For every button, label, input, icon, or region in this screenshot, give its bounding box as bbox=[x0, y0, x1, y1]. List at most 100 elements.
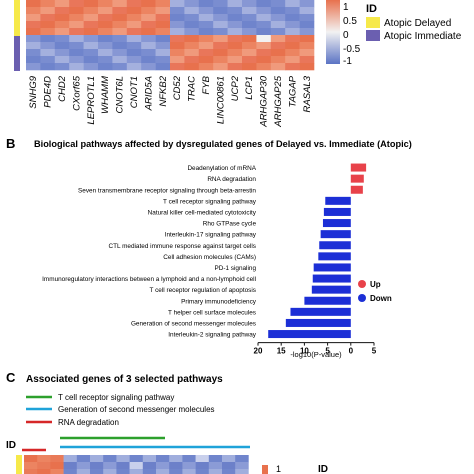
heatmap-cell bbox=[142, 469, 157, 474]
bar-category-label: CTL mediated immune response against tar… bbox=[108, 243, 256, 250]
legend-swatch-delayed bbox=[366, 17, 380, 28]
heatmap-cell bbox=[26, 0, 41, 8]
heatmap-cell bbox=[242, 14, 257, 22]
bar-down bbox=[318, 252, 351, 261]
heatmap-cell bbox=[126, 49, 142, 57]
heatmap-cell bbox=[198, 21, 214, 29]
heatmap-cell bbox=[155, 14, 171, 22]
heatmap-cell bbox=[141, 42, 156, 50]
heatmap-cell bbox=[213, 21, 228, 29]
heatmap-cell bbox=[126, 56, 142, 64]
heatmap-cell bbox=[37, 455, 51, 463]
bar-down bbox=[313, 263, 351, 272]
heatmap-cell bbox=[116, 455, 130, 463]
heatmap-cell bbox=[270, 35, 286, 43]
heatmap-cell bbox=[222, 469, 236, 474]
legend-swatch-immediate bbox=[366, 30, 380, 41]
heatmap-cell bbox=[155, 21, 171, 29]
heatmap-cell bbox=[83, 21, 99, 29]
heatmap-cell bbox=[69, 28, 84, 36]
heatmap-cell bbox=[54, 35, 70, 43]
heatmap-cell bbox=[40, 14, 56, 22]
heatmap-cell bbox=[299, 0, 315, 8]
heatmap-cell bbox=[69, 0, 84, 8]
bar-down bbox=[322, 219, 351, 228]
bar-category-label: Interleukin-17 signaling pathway bbox=[165, 232, 257, 239]
heatmap-cell bbox=[184, 35, 200, 43]
legend-label-up: Up bbox=[370, 280, 381, 289]
heatmap-cell bbox=[198, 28, 214, 36]
heatmap-cell bbox=[299, 28, 315, 36]
heatmap-cell bbox=[40, 56, 56, 64]
heatmap-cell bbox=[126, 35, 142, 43]
heatmap-cell bbox=[112, 7, 128, 15]
heatmap-cell bbox=[126, 0, 142, 8]
heatmap-cell bbox=[103, 469, 117, 474]
heatmap-cell bbox=[184, 7, 200, 15]
heatmap-cell bbox=[169, 455, 183, 463]
heatmap-cell bbox=[235, 469, 249, 474]
panel-c-legend-title: ID bbox=[318, 464, 328, 474]
heatmap-cell bbox=[83, 7, 99, 15]
heatmap-cell bbox=[198, 56, 214, 64]
heatmap-cell bbox=[126, 21, 142, 29]
heatmap-cell bbox=[155, 0, 171, 8]
heatmap-gene-label: CHD2 bbox=[57, 75, 68, 102]
heatmap-cell bbox=[63, 462, 78, 470]
legend-label-down: Down bbox=[370, 294, 392, 303]
colorbar-tick: 1 bbox=[343, 2, 349, 13]
heatmap-cell bbox=[50, 462, 64, 470]
heatmap-cell bbox=[112, 56, 128, 64]
heatmap-cell bbox=[112, 0, 128, 8]
x-tick-label: 0 bbox=[349, 347, 354, 356]
bar-down bbox=[320, 230, 351, 239]
heatmap-cell bbox=[126, 28, 142, 36]
heatmap-cell bbox=[116, 462, 130, 470]
heatmap-cell bbox=[141, 0, 156, 8]
heatmap-cell bbox=[208, 469, 223, 474]
heatmap-cell bbox=[69, 7, 84, 15]
bar-down bbox=[319, 241, 351, 250]
heatmap-cell bbox=[270, 0, 286, 8]
heatmap-cell bbox=[227, 63, 243, 71]
panel-b-title: Biological pathways affected by dysregul… bbox=[34, 139, 412, 149]
heatmap-cell bbox=[213, 7, 228, 15]
heatmap-cell bbox=[242, 7, 257, 15]
heatmap-cell bbox=[227, 7, 243, 15]
heatmap-cell bbox=[54, 7, 70, 15]
heatmap-cell bbox=[182, 469, 196, 474]
heatmap-cell bbox=[83, 35, 99, 43]
heatmap-cell bbox=[40, 49, 56, 57]
heatmap-cell bbox=[126, 7, 142, 15]
heatmap-cell bbox=[256, 42, 272, 50]
heatmap-cell bbox=[129, 462, 144, 470]
heatmap-cell bbox=[213, 35, 228, 43]
heatmap-cell bbox=[98, 28, 113, 36]
heatmap-cell bbox=[213, 28, 228, 36]
heatmap-cell bbox=[90, 455, 104, 463]
heatmap-cell bbox=[54, 42, 70, 50]
heatmap-cell bbox=[242, 56, 257, 64]
heatmap-cell bbox=[184, 42, 200, 50]
x-axis-label: -log10(P-value) bbox=[290, 350, 342, 359]
heatmap-cell bbox=[170, 7, 185, 15]
heatmap-cell bbox=[222, 462, 236, 470]
legend-dot-down bbox=[358, 294, 366, 302]
heatmap-cell bbox=[184, 28, 200, 36]
heatmap-cell bbox=[142, 455, 157, 463]
heatmap-cell bbox=[170, 0, 185, 8]
heatmap-cell bbox=[26, 21, 41, 29]
bar-category-label: T cell receptor regulation of apoptosis bbox=[150, 287, 256, 294]
heatmap-cell bbox=[256, 7, 272, 15]
heatmap-cell bbox=[40, 21, 56, 29]
heatmap-cell bbox=[141, 63, 156, 71]
heatmap-cell bbox=[26, 63, 41, 71]
heatmap-cell bbox=[170, 14, 185, 22]
heatmap-cell bbox=[222, 455, 236, 463]
heatmap-cell bbox=[26, 56, 41, 64]
heatmap-cell bbox=[69, 14, 84, 22]
bottom-heatmap bbox=[24, 455, 249, 474]
legend-dot-up bbox=[358, 280, 366, 288]
heatmap-cell bbox=[141, 14, 156, 22]
heatmap-cell bbox=[98, 21, 113, 29]
